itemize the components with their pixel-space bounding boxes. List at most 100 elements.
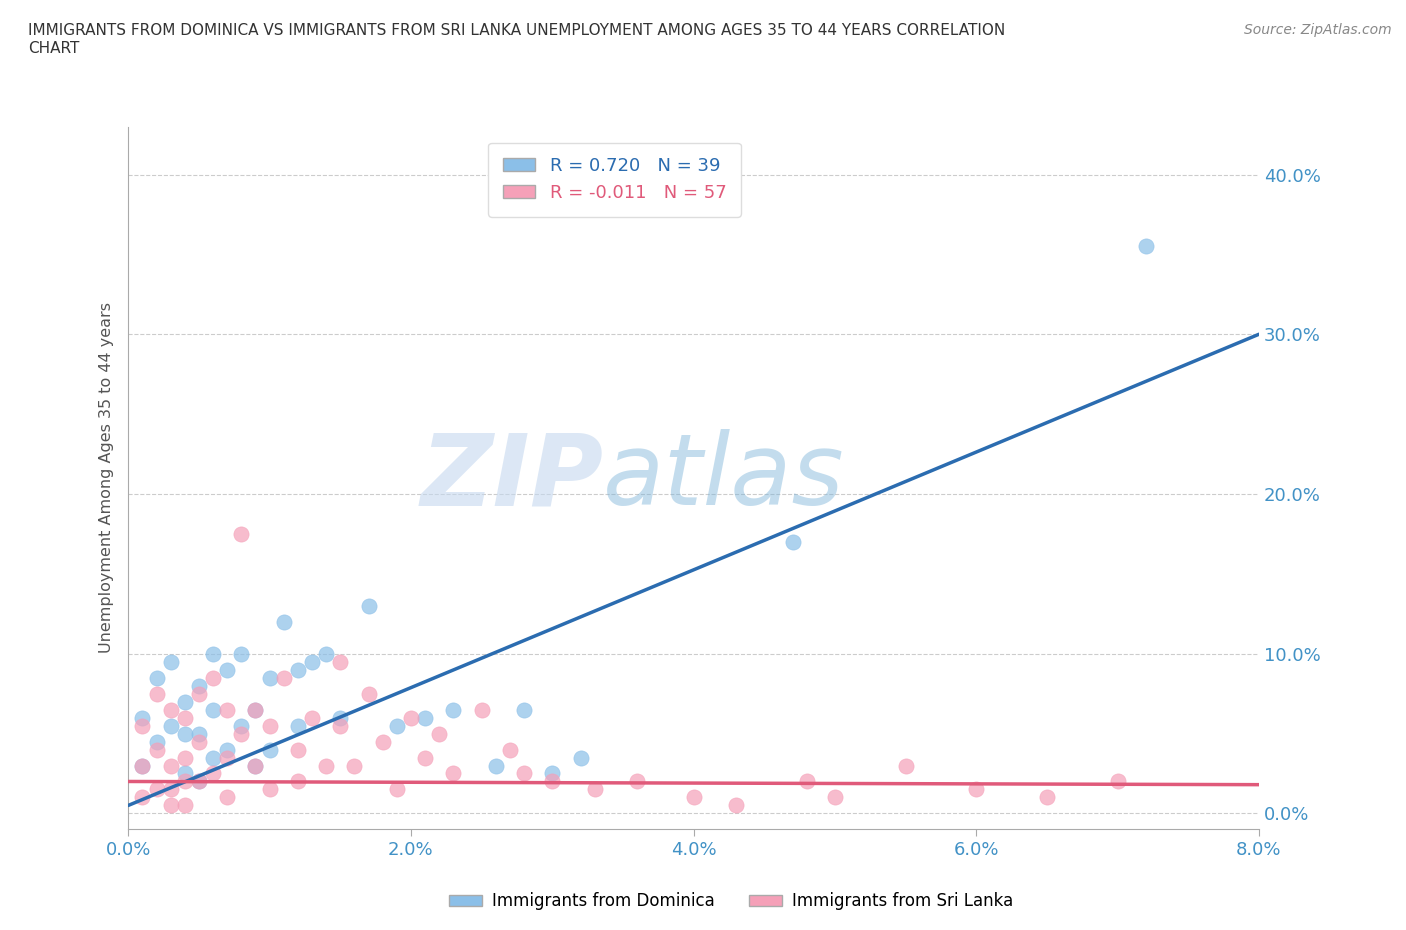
Point bbox=[541, 774, 564, 789]
Text: ZIP: ZIP bbox=[420, 430, 603, 526]
Point bbox=[131, 711, 153, 725]
Point bbox=[217, 790, 239, 804]
Point bbox=[187, 678, 209, 693]
Point bbox=[427, 726, 450, 741]
Point bbox=[315, 758, 337, 773]
Point bbox=[145, 742, 167, 757]
Point bbox=[259, 718, 281, 733]
Point bbox=[357, 686, 380, 701]
Point bbox=[343, 758, 366, 773]
Point bbox=[513, 766, 536, 781]
Point bbox=[187, 774, 209, 789]
Point bbox=[724, 798, 747, 813]
Point bbox=[173, 766, 195, 781]
Point bbox=[782, 535, 804, 550]
Y-axis label: Unemployment Among Ages 35 to 44 years: Unemployment Among Ages 35 to 44 years bbox=[100, 302, 114, 654]
Point bbox=[231, 526, 253, 541]
Point bbox=[385, 782, 408, 797]
Point bbox=[131, 758, 153, 773]
Point bbox=[569, 751, 592, 765]
Point bbox=[173, 751, 195, 765]
Point bbox=[145, 782, 167, 797]
Point bbox=[131, 758, 153, 773]
Point bbox=[1107, 774, 1129, 789]
Point bbox=[471, 702, 494, 717]
Point bbox=[217, 751, 239, 765]
Point bbox=[187, 774, 209, 789]
Point bbox=[385, 718, 408, 733]
Point bbox=[202, 671, 225, 685]
Point bbox=[187, 686, 209, 701]
Point bbox=[217, 662, 239, 677]
Text: Source: ZipAtlas.com: Source: ZipAtlas.com bbox=[1244, 23, 1392, 37]
Point bbox=[145, 734, 167, 749]
Point bbox=[329, 654, 352, 669]
Point bbox=[273, 671, 295, 685]
Point bbox=[245, 702, 267, 717]
Point bbox=[413, 711, 436, 725]
Point bbox=[259, 742, 281, 757]
Point bbox=[259, 671, 281, 685]
Point bbox=[485, 758, 508, 773]
Point bbox=[173, 798, 195, 813]
Point bbox=[245, 702, 267, 717]
Point bbox=[202, 751, 225, 765]
Point bbox=[202, 646, 225, 661]
Point bbox=[145, 671, 167, 685]
Point bbox=[541, 766, 564, 781]
Point bbox=[245, 758, 267, 773]
Point bbox=[159, 782, 181, 797]
Point bbox=[357, 598, 380, 613]
Point bbox=[159, 758, 181, 773]
Point bbox=[173, 694, 195, 709]
Legend: Immigrants from Dominica, Immigrants from Sri Lanka: Immigrants from Dominica, Immigrants fro… bbox=[443, 885, 1019, 917]
Point bbox=[217, 742, 239, 757]
Point bbox=[626, 774, 648, 789]
Point bbox=[187, 726, 209, 741]
Point bbox=[441, 702, 464, 717]
Point bbox=[583, 782, 606, 797]
Point bbox=[287, 662, 309, 677]
Point bbox=[1135, 239, 1157, 254]
Legend: R = 0.720   N = 39, R = -0.011   N = 57: R = 0.720 N = 39, R = -0.011 N = 57 bbox=[488, 142, 741, 217]
Point bbox=[259, 782, 281, 797]
Point bbox=[315, 646, 337, 661]
Point bbox=[399, 711, 422, 725]
Point bbox=[287, 742, 309, 757]
Point bbox=[173, 711, 195, 725]
Point bbox=[287, 718, 309, 733]
Point bbox=[301, 711, 323, 725]
Point bbox=[824, 790, 846, 804]
Point bbox=[159, 798, 181, 813]
Point bbox=[287, 774, 309, 789]
Point bbox=[499, 742, 522, 757]
Point bbox=[159, 702, 181, 717]
Point bbox=[329, 711, 352, 725]
Point bbox=[413, 751, 436, 765]
Point bbox=[131, 718, 153, 733]
Point bbox=[145, 686, 167, 701]
Point bbox=[173, 726, 195, 741]
Point bbox=[796, 774, 818, 789]
Point bbox=[301, 654, 323, 669]
Point bbox=[202, 766, 225, 781]
Point bbox=[217, 702, 239, 717]
Point bbox=[187, 734, 209, 749]
Point bbox=[231, 726, 253, 741]
Point bbox=[371, 734, 394, 749]
Point bbox=[965, 782, 987, 797]
Point bbox=[231, 646, 253, 661]
Point bbox=[682, 790, 704, 804]
Point bbox=[202, 702, 225, 717]
Text: IMMIGRANTS FROM DOMINICA VS IMMIGRANTS FROM SRI LANKA UNEMPLOYMENT AMONG AGES 35: IMMIGRANTS FROM DOMINICA VS IMMIGRANTS F… bbox=[28, 23, 1005, 56]
Point bbox=[159, 654, 181, 669]
Point bbox=[159, 718, 181, 733]
Point bbox=[441, 766, 464, 781]
Point bbox=[894, 758, 917, 773]
Text: atlas: atlas bbox=[603, 430, 845, 526]
Point bbox=[513, 702, 536, 717]
Point bbox=[329, 718, 352, 733]
Point bbox=[231, 718, 253, 733]
Point bbox=[245, 758, 267, 773]
Point bbox=[273, 615, 295, 630]
